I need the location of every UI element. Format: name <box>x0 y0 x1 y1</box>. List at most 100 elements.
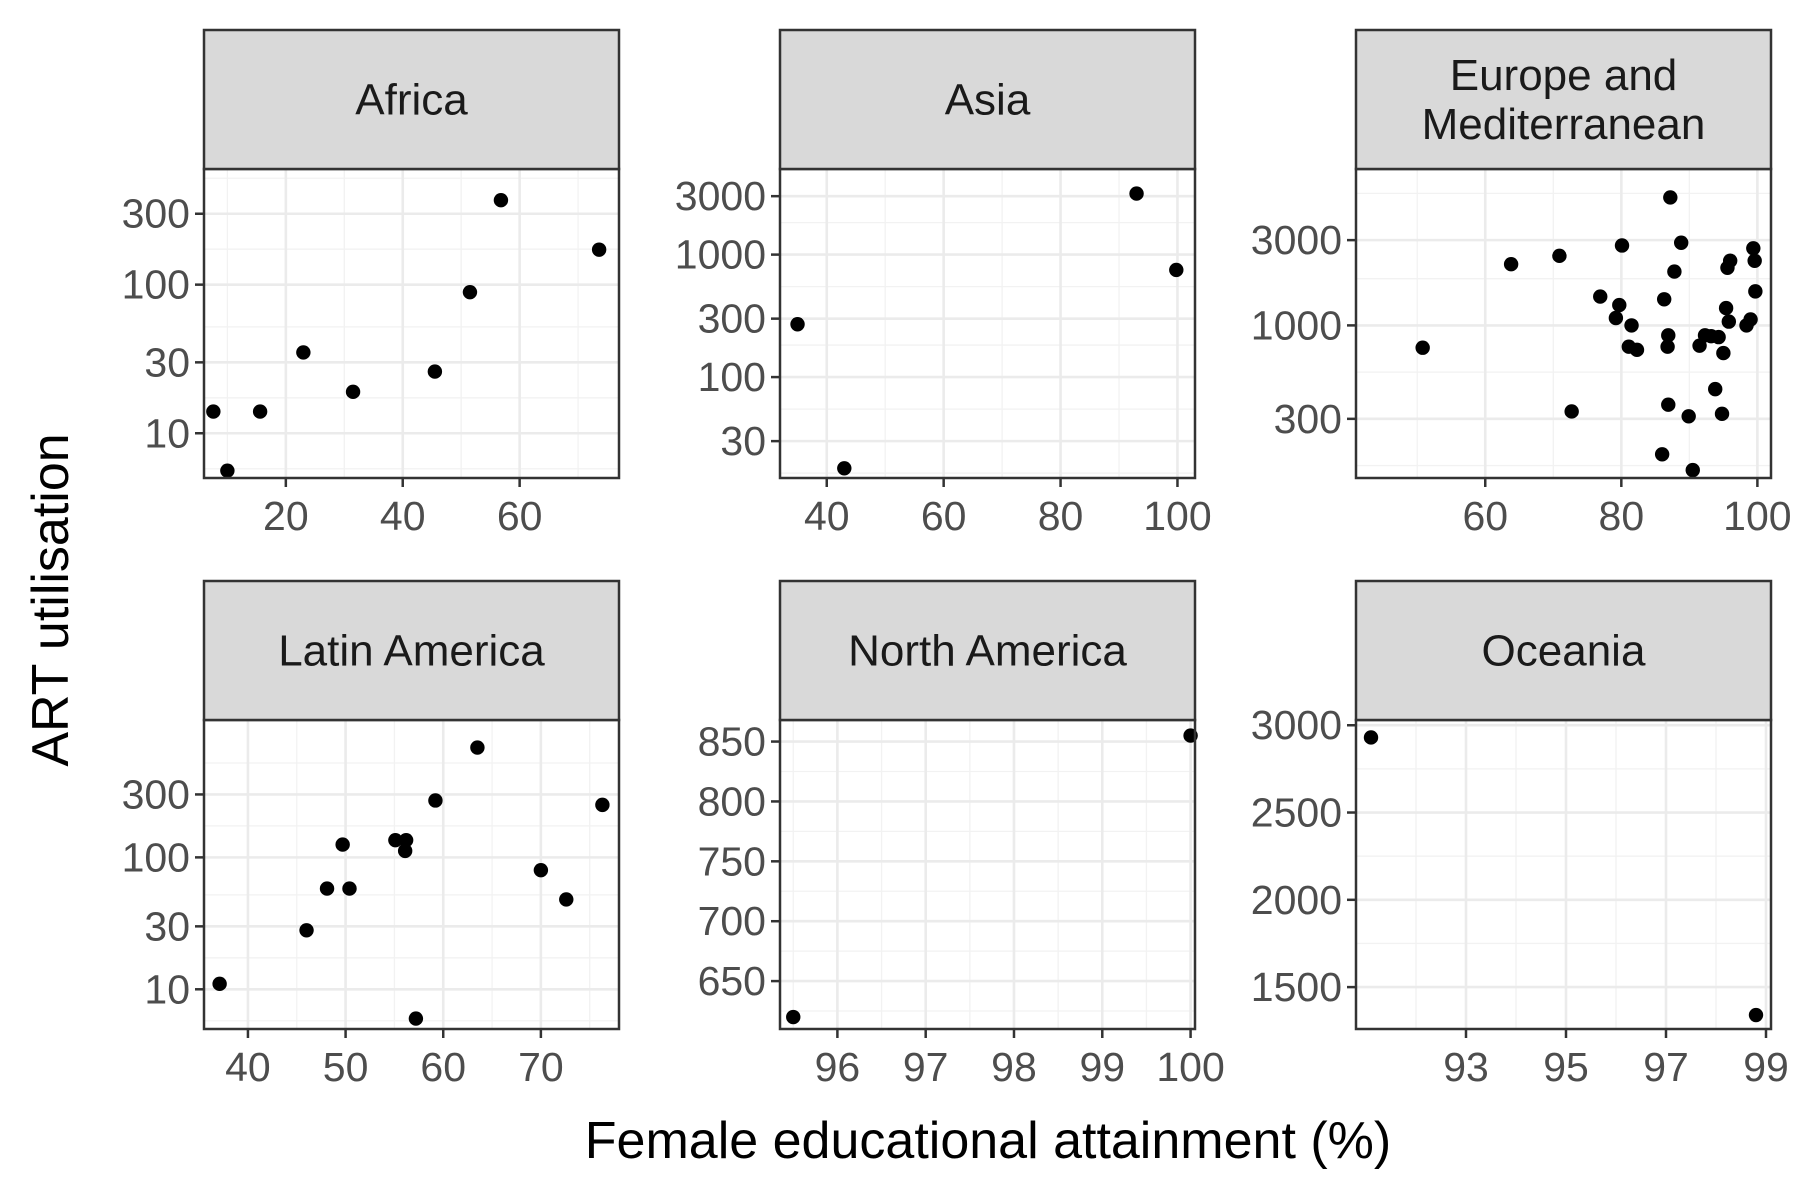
data-point <box>1661 328 1676 343</box>
data-point <box>299 923 314 938</box>
y-tick-label: 100 <box>698 354 766 400</box>
facet-strip-label: North America <box>848 627 1127 676</box>
data-point <box>398 832 414 848</box>
data-point <box>1552 248 1567 264</box>
data-point <box>252 404 268 419</box>
panel-background <box>780 720 1195 1029</box>
data-point <box>1722 253 1738 268</box>
facet-panel-2: 60 80 100 300 1000 3000 Europe andMediterranea… <box>1251 28 1792 539</box>
data-point <box>1673 235 1689 250</box>
facet-strip-label: Latin America <box>278 627 545 676</box>
data-point <box>1747 253 1762 268</box>
y-tick-label: 10 <box>144 966 190 1012</box>
data-point <box>1363 730 1379 745</box>
data-point <box>837 461 852 476</box>
data-point <box>1711 329 1726 345</box>
y-tick-label: 650 <box>698 958 766 1004</box>
panel-background <box>204 720 619 1029</box>
y-tick-label: 30 <box>720 418 766 464</box>
x-tick-label: 40 <box>804 493 850 539</box>
panel-background <box>780 169 1195 478</box>
data-point <box>408 1011 424 1026</box>
y-tick-label: 750 <box>698 838 766 884</box>
data-point <box>1564 404 1579 419</box>
data-point <box>559 892 574 907</box>
data-point <box>428 793 443 808</box>
facet-panel-5: 93 95 97 99 1500 2000 2500 3000 Oceania <box>1251 579 1789 1090</box>
data-point <box>1660 339 1675 354</box>
x-tick-label: 97 <box>903 1044 949 1090</box>
facet-panel-4: 96 97 98 99 100 650 700 750 800 850 North America <box>698 579 1225 1090</box>
y-tick-label: 300 <box>1274 396 1342 442</box>
y-axis-title: ART utilisation <box>22 433 80 766</box>
facet-strip-label: Africa <box>355 76 468 125</box>
data-point <box>1169 262 1184 278</box>
x-tick-label: 40 <box>380 493 426 539</box>
data-point <box>388 832 403 848</box>
data-point <box>1721 314 1737 329</box>
facet-strip-label: Oceania <box>1482 627 1646 676</box>
data-point <box>1129 186 1144 201</box>
data-point <box>1685 462 1700 478</box>
y-tick-label: 100 <box>122 262 190 308</box>
facet-strip <box>1354 579 1773 722</box>
facet-strip <box>202 579 621 722</box>
x-tick-label: 96 <box>815 1044 861 1090</box>
facet-strip-label: Asia <box>945 76 1031 125</box>
y-tick-label: 30 <box>144 903 190 949</box>
data-point <box>220 463 235 478</box>
facet-strip-label: Mediterranean <box>1422 100 1706 149</box>
data-point <box>786 1009 801 1025</box>
y-tick-label: 2000 <box>1251 877 1342 923</box>
x-tick-label: 60 <box>1462 493 1508 539</box>
y-tick-label: 3000 <box>675 173 766 219</box>
data-point <box>1714 406 1730 422</box>
data-point <box>335 837 350 852</box>
y-tick-label: 800 <box>698 778 766 824</box>
y-tick-label: 3000 <box>1251 702 1342 748</box>
y-tick-label: 100 <box>122 834 190 880</box>
x-axis-title: Female educational attainment (%) <box>585 1112 1391 1170</box>
facet-strip <box>202 28 621 171</box>
data-point <box>296 345 311 360</box>
panel-background <box>204 169 619 478</box>
data-point <box>345 384 361 400</box>
facet-panel-1: 40 60 80 100 30 100 300 1000 3000 Asia <box>675 28 1212 539</box>
x-tick-label: 99 <box>1079 1044 1125 1090</box>
y-tick-label: 1000 <box>1251 302 1342 348</box>
data-point <box>1624 318 1639 333</box>
data-point <box>1415 340 1430 355</box>
data-point <box>342 881 357 896</box>
facet-panel-0: 20 40 60 10 30 100 300 Africa <box>122 28 621 539</box>
data-point <box>470 740 485 755</box>
data-point <box>1503 256 1519 272</box>
facet-strip <box>778 28 1197 171</box>
x-tick-label: 100 <box>1156 1044 1224 1090</box>
y-tick-label: 1000 <box>675 232 766 278</box>
data-point <box>591 242 607 257</box>
data-point <box>1661 397 1676 412</box>
data-point <box>1656 292 1672 307</box>
data-point <box>790 317 805 332</box>
x-tick-label: 40 <box>225 1044 271 1090</box>
x-tick-label: 95 <box>1543 1044 1589 1090</box>
facet-panels: 20 40 60 10 30 100 300 Africa 40 60 80 100 30 100 300 1… <box>122 28 1792 1090</box>
data-point <box>427 364 443 379</box>
data-point <box>1748 1007 1764 1023</box>
data-point <box>1718 300 1734 316</box>
data-point <box>1612 297 1627 313</box>
data-point <box>493 193 509 208</box>
x-tick-label: 100 <box>1723 493 1791 539</box>
y-tick-label: 850 <box>698 719 766 765</box>
data-point <box>1608 310 1624 326</box>
x-tick-label: 80 <box>1038 493 1084 539</box>
x-tick-label: 99 <box>1743 1044 1789 1090</box>
x-tick-label: 50 <box>323 1044 369 1090</box>
x-tick-label: 20 <box>263 493 309 539</box>
data-point <box>1614 238 1630 253</box>
x-tick-label: 100 <box>1143 493 1211 539</box>
data-point <box>1629 342 1645 358</box>
y-tick-label: 10 <box>144 410 190 456</box>
facet-strip <box>1354 28 1773 171</box>
